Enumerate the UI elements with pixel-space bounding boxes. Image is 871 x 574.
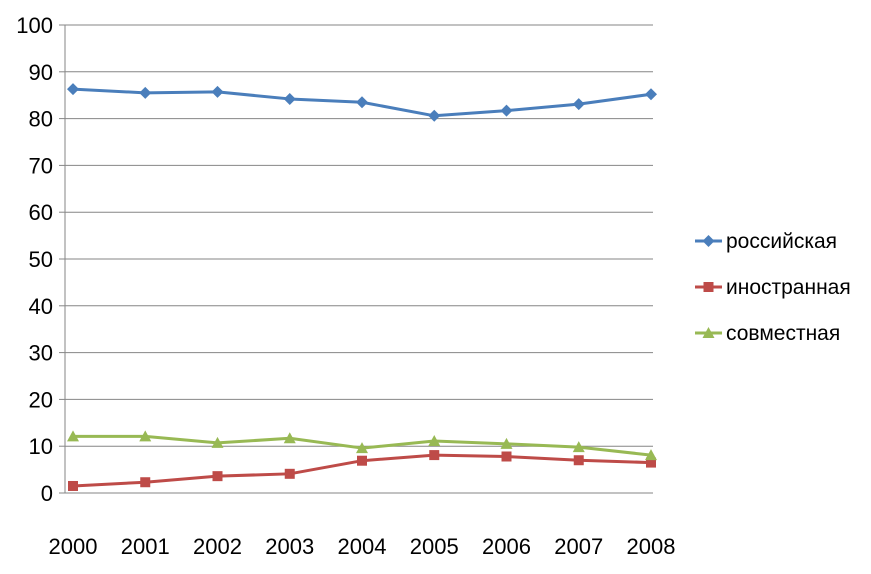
series-2 xyxy=(67,430,657,461)
gridlines xyxy=(65,24,653,447)
x-tick-label: 2007 xyxy=(554,534,603,559)
data-point xyxy=(212,471,223,482)
y-tick-label: 50 xyxy=(29,247,53,272)
legend-entry: совместная xyxy=(695,322,840,345)
legend-label: российская xyxy=(726,230,837,253)
legend-label: иностранная xyxy=(726,276,851,299)
data-point xyxy=(645,449,657,461)
data-point xyxy=(211,436,224,448)
data-point xyxy=(428,435,441,447)
legend-marker xyxy=(702,235,715,247)
y-tick-label: 30 xyxy=(29,341,53,366)
y-tick-labels: 0 10 20 30 40 50 60 70 80 90 100 xyxy=(16,13,53,506)
x-tick-label: 2001 xyxy=(121,534,170,559)
y-tick-label: 10 xyxy=(29,434,53,459)
axes xyxy=(59,24,653,494)
y-tick-label: 70 xyxy=(29,153,53,178)
data-point xyxy=(283,432,296,444)
data-point xyxy=(428,109,441,122)
y-tick-label: 100 xyxy=(16,13,53,38)
data-point xyxy=(357,455,367,466)
x-tick-label: 2008 xyxy=(627,534,676,559)
series-0 xyxy=(67,83,657,122)
data-point xyxy=(356,442,368,454)
legend-label: совместная xyxy=(726,322,840,345)
data-point xyxy=(572,441,585,453)
legend: российская иностранная совместная xyxy=(695,230,851,345)
y-tick-label: 60 xyxy=(29,200,53,225)
data-point xyxy=(68,480,78,491)
x-tick-label: 2005 xyxy=(410,534,459,559)
x-tick-label: 2006 xyxy=(482,534,531,559)
legend-marker xyxy=(702,327,715,338)
y-tick-label: 90 xyxy=(29,60,53,85)
data-point xyxy=(139,430,152,442)
data-point xyxy=(139,86,152,99)
x-tick-label: 2003 xyxy=(265,534,314,559)
data-point xyxy=(67,83,79,96)
data-point xyxy=(284,468,295,479)
data-point xyxy=(211,85,224,98)
x-tick-label: 2000 xyxy=(49,534,98,559)
data-point xyxy=(646,457,656,468)
y-tick-label: 40 xyxy=(29,294,53,319)
legend-marker xyxy=(703,282,714,292)
data-point xyxy=(67,430,79,442)
y-tick-label: 20 xyxy=(29,387,53,412)
x-tick-label: 2004 xyxy=(338,534,387,559)
data-point xyxy=(645,88,657,101)
y-tick-label: 80 xyxy=(29,107,53,132)
x-tick-labels: 2000 2001 2002 2003 2004 2005 2006 2007 2008 xyxy=(49,534,676,559)
x-tick-label: 2002 xyxy=(193,534,242,559)
data-point xyxy=(573,455,584,466)
legend-entry: иностранная xyxy=(695,276,851,299)
data-point xyxy=(501,451,512,462)
data-point xyxy=(429,450,440,461)
series-group xyxy=(67,83,657,491)
y-tick-label: 0 xyxy=(41,481,53,506)
series-1 xyxy=(68,450,656,491)
data-point xyxy=(500,437,513,449)
data-point xyxy=(283,92,296,105)
data-point xyxy=(572,98,585,111)
data-point xyxy=(140,477,151,488)
legend-entry: российская xyxy=(695,230,837,253)
data-point xyxy=(356,96,368,109)
data-point xyxy=(500,104,513,117)
